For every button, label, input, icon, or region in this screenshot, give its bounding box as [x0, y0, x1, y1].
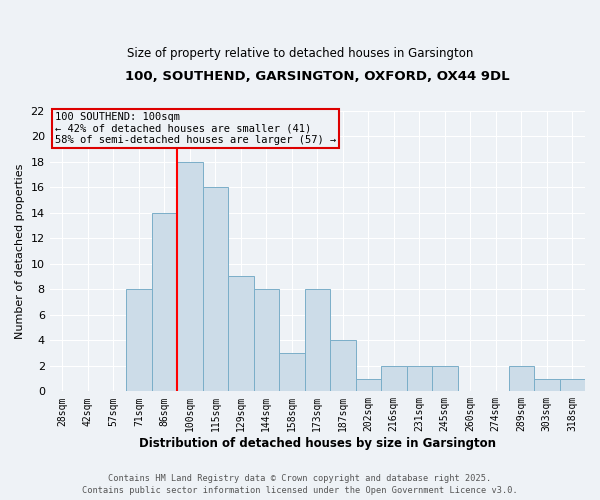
- Bar: [305, 289, 330, 392]
- Bar: [203, 187, 228, 392]
- Bar: [152, 212, 177, 392]
- Bar: [330, 340, 356, 392]
- Bar: [560, 378, 585, 392]
- Bar: [177, 162, 203, 392]
- Bar: [356, 378, 381, 392]
- Bar: [126, 289, 152, 392]
- Bar: [509, 366, 534, 392]
- Bar: [254, 289, 279, 392]
- Text: Size of property relative to detached houses in Garsington: Size of property relative to detached ho…: [127, 48, 473, 60]
- Title: 100, SOUTHEND, GARSINGTON, OXFORD, OX44 9DL: 100, SOUTHEND, GARSINGTON, OXFORD, OX44 …: [125, 70, 509, 83]
- Text: Contains HM Land Registry data © Crown copyright and database right 2025.
Contai: Contains HM Land Registry data © Crown c…: [82, 474, 518, 495]
- Bar: [432, 366, 458, 392]
- X-axis label: Distribution of detached houses by size in Garsington: Distribution of detached houses by size …: [139, 437, 496, 450]
- Text: 100 SOUTHEND: 100sqm
← 42% of detached houses are smaller (41)
58% of semi-detac: 100 SOUTHEND: 100sqm ← 42% of detached h…: [55, 112, 336, 145]
- Y-axis label: Number of detached properties: Number of detached properties: [15, 164, 25, 338]
- Bar: [534, 378, 560, 392]
- Bar: [228, 276, 254, 392]
- Bar: [407, 366, 432, 392]
- Bar: [279, 353, 305, 392]
- Bar: [381, 366, 407, 392]
